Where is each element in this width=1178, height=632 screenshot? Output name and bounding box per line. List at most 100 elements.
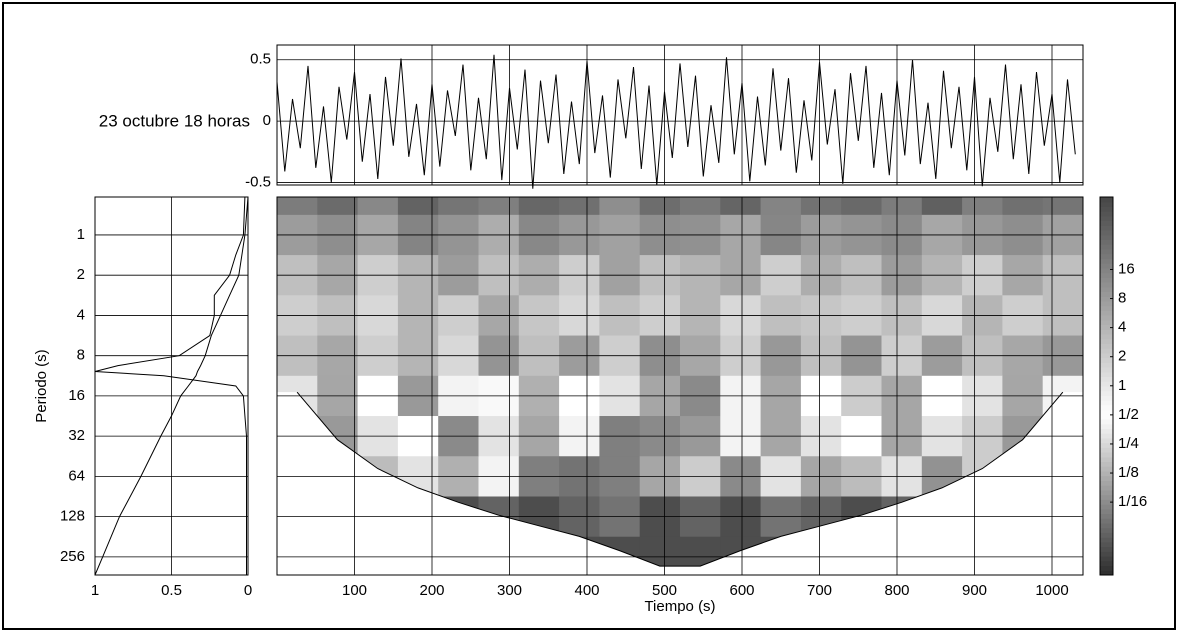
power-cell [357,197,399,216]
colorbar-swatch [1100,523,1113,529]
colorbar-swatch [1100,442,1113,448]
colorbar-swatch [1100,556,1113,562]
colorbar-swatch [1100,253,1113,259]
colorbar-swatch [1100,513,1113,519]
colorbar-frame [1099,196,1114,576]
x-tick-label: 0.5 [161,582,182,599]
colorbar-swatch [1100,324,1113,330]
y-tick-label: 1 [77,226,85,243]
colorbar-swatch [1100,230,1113,236]
colorbar-swatch [1100,466,1113,472]
x-tick-label: 300 [497,582,522,599]
colorbar-swatch [1100,343,1113,349]
x-tick-label: 1000 [1035,582,1068,599]
power-cell [1042,197,1083,216]
colorbar-swatch [1100,239,1113,245]
colorbar-label: 1/4 [1118,435,1139,452]
colorbar-swatch [1100,400,1113,406]
colorbar-swatch [1100,263,1113,269]
power-cell [881,197,923,216]
colorbar-swatch [1100,234,1113,241]
colorbar-swatch [1100,461,1113,467]
colorbar-swatch [1100,452,1113,458]
power-cell [478,197,520,216]
power-cell [397,197,439,216]
colorbar-swatch [1100,348,1113,354]
y-tick-label: 0.5 [250,51,271,68]
colorbar-swatch [1100,277,1113,283]
colorbar-label: 8 [1118,290,1126,307]
colorbar-swatch [1100,504,1113,510]
colorbar-swatch [1100,419,1113,425]
y-tick-label: 128 [60,508,85,525]
colorbar-label: 16 [1118,260,1135,277]
colorbar-swatch [1100,532,1113,538]
colorbar-swatch [1100,319,1113,326]
colorbar-swatch [1100,310,1113,316]
colorbar-swatch [1100,296,1113,302]
x-tick-label: 100 [342,582,367,599]
y-tick-label: 2 [77,266,85,283]
colorbar-swatch [1100,206,1113,212]
x-tick-label: 900 [962,582,987,599]
signal-line [276,54,1076,189]
colorbar-swatch [1100,537,1113,543]
colorbar-label: 1/2 [1118,406,1139,423]
colorbar-swatch [1100,546,1113,552]
y-tick-label: 4 [77,306,85,323]
y-tick-label: 16 [68,387,85,404]
colorbar-swatch [1100,352,1113,359]
x-tick-label: 200 [419,582,444,599]
colorbar-swatch [1100,390,1113,396]
power-cell [639,197,681,216]
colorbar-swatch [1100,447,1113,453]
power-cell [841,197,882,216]
colorbar-swatch [1100,456,1113,463]
colorbar-swatch [1100,386,1113,392]
colorbar-swatch [1100,480,1113,486]
colorbar-swatch [1100,560,1113,567]
power-cell [1002,197,1044,216]
colorbar-label: 1/16 [1118,493,1147,510]
colorbar-swatch [1100,437,1113,444]
coi-line [296,391,1064,567]
power-cell [559,197,600,216]
colorbar-swatch [1100,201,1113,207]
y-axis-title: Periodo (s) [33,349,50,422]
colorbar-swatch [1100,197,1113,203]
power-cell [518,197,560,216]
plot-frame [276,196,1084,576]
x-axis-title: Tiempo (s) [644,598,715,615]
y-tick-label: 0 [263,112,271,129]
colorbar-swatch [1100,475,1113,481]
colorbar-swatch [1100,334,1113,340]
colorbar-swatch [1100,381,1113,387]
colorbar-swatch [1100,518,1113,524]
colorbar-swatch [1100,395,1113,401]
power-cell [438,197,479,216]
power-cell [921,197,963,216]
colorbar-swatch [1100,404,1113,411]
colorbar-swatch [1100,211,1113,217]
series-label: 23 octubre 18 horas [99,111,250,130]
power-cell [680,197,721,216]
power-cell [962,197,1003,216]
colorbar-swatch [1100,371,1113,378]
y-tick-label: 256 [60,548,85,565]
colorbar-swatch [1100,258,1113,264]
colorbar-swatch [1100,225,1113,231]
colorbar-swatch [1100,409,1113,415]
colorbar-swatch [1100,220,1113,226]
colorbar-swatch [1100,305,1113,311]
colorbar-swatch [1100,471,1113,477]
power-cell [800,197,842,216]
colorbar-swatch [1100,367,1113,373]
x-tick-label: 600 [729,582,754,599]
x-tick-label: 800 [884,582,909,599]
x-tick-label: 0 [244,582,252,599]
colorbar-label: 2 [1118,348,1126,365]
power-cell [720,197,762,216]
plot-frame [94,196,249,576]
y-tick-label: -0.5 [245,174,271,191]
